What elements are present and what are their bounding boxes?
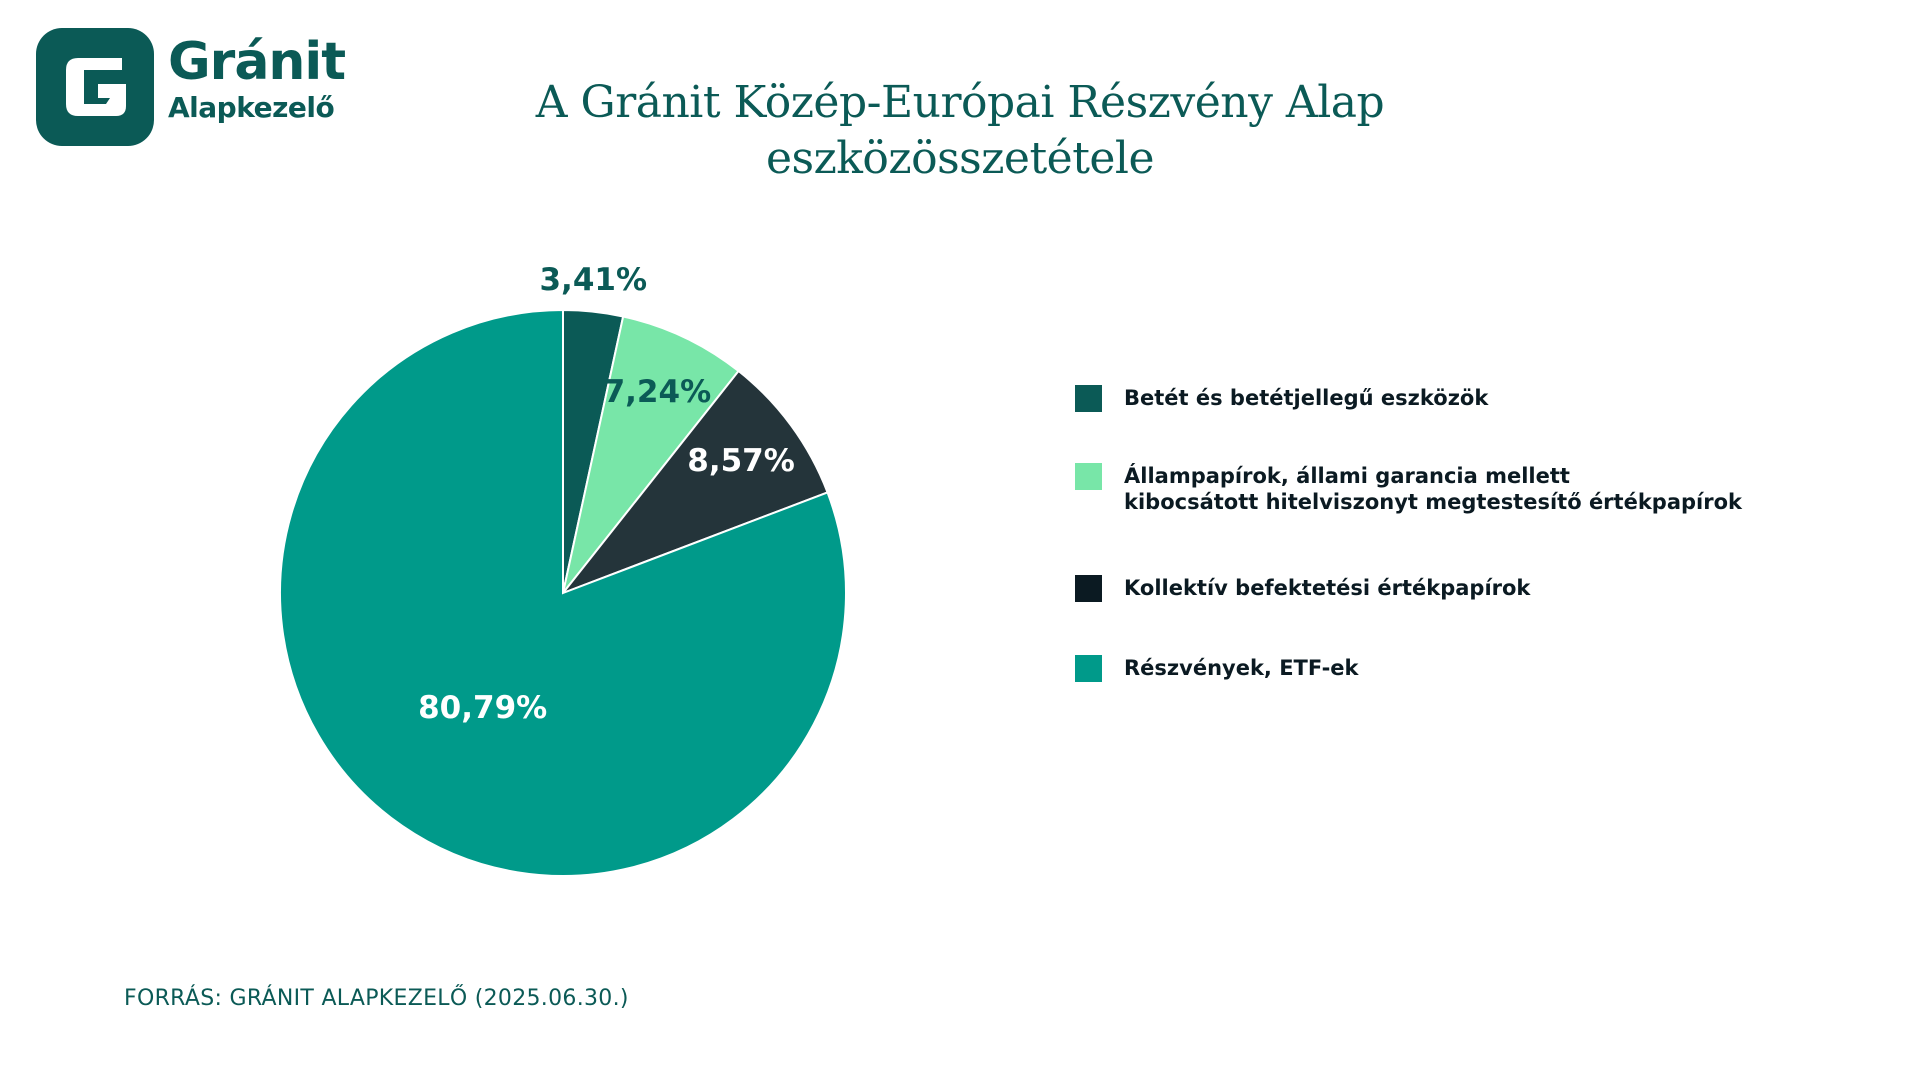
legend-label: Állampapírok, állami garancia mellett ki… (1124, 464, 1742, 514)
slice-label-equities: 80,79% (418, 690, 547, 726)
logo-wordmark: Gránit Alapkezelő (168, 32, 346, 124)
legend-swatch (1075, 463, 1102, 490)
granit-g-logo-icon (36, 28, 154, 146)
pie-slice-funds (559, 369, 829, 596)
source-note: FORRÁS: GRÁNIT ALAPKEZELŐ (2025.06.30.) (124, 986, 629, 1011)
legend-swatch (1075, 655, 1102, 682)
legend-item-bonds: Állampapírok, állami garancia mellett ki… (1075, 463, 1742, 515)
legend-swatch (1075, 385, 1102, 412)
pie-slice-equities (279, 308, 847, 877)
chart-title-line2: eszközösszetétele (765, 133, 1155, 184)
legend-item-equities: Részvények, ETF-ek (1075, 655, 1359, 682)
legend-swatch (1075, 575, 1102, 602)
legend-label: Részvények, ETF-ek (1124, 656, 1359, 680)
chart-title: A Gránit Közép-Európai Részvény Alap esz… (420, 75, 1500, 187)
legend-label: Betét és betétjellegű eszközök (1124, 386, 1489, 410)
logo-subtitle: Alapkezelő (168, 91, 335, 124)
chart-title-line1: A Gránit Közép-Európai Részvény Alap (535, 77, 1385, 128)
slice-label-deposit: 3,41% (539, 262, 647, 298)
legend-item-deposit: Betét és betétjellegű eszközök (1075, 385, 1488, 412)
slice-label-funds: 8,57% (687, 443, 795, 479)
pie-slice-bonds (562, 315, 740, 594)
granit-logo: Gránit Alapkezelő (36, 28, 366, 146)
logo-word: Gránit (168, 32, 346, 92)
legend-item-funds: Kollektív befektetési értékpapírok (1075, 575, 1530, 602)
legend-label: Kollektív befektetési értékpapírok (1124, 576, 1531, 600)
slice-label-bonds: 7,24% (604, 374, 712, 410)
